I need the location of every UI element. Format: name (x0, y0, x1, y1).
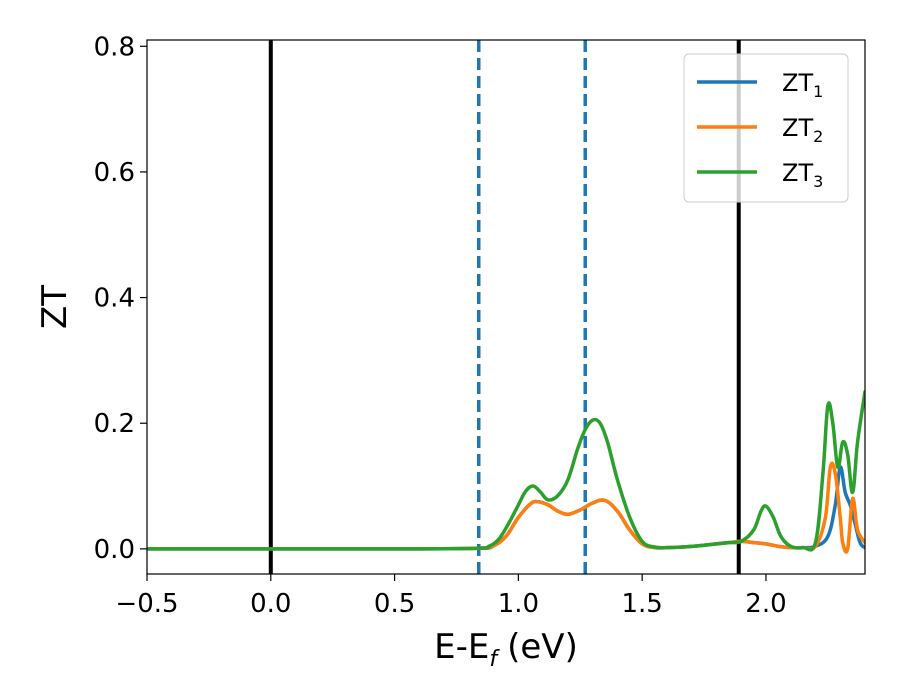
x-tick-label: −0.5 (115, 589, 178, 619)
plot-frame (146, 39, 866, 575)
legend-label-zt2: ZT2 (782, 114, 823, 146)
series-line-zt2 (147, 461, 865, 554)
x-tick-label: 1.5 (621, 589, 662, 619)
legend-label-zt3: ZT3 (782, 159, 823, 191)
x-tick-label: 0.5 (374, 589, 415, 619)
axes: −0.5 0.0 0.5 1.0 1.5 2.0 0.0 0.2 0.4 0.6 0.8 (94, 32, 787, 619)
y-axis-label: ZT (35, 285, 75, 329)
y-tick-label: 0.6 (94, 158, 135, 188)
y-tick-label: 0.8 (94, 32, 135, 62)
y-tick-label: 0.4 (94, 284, 135, 314)
x-axis-label-sub: f (489, 647, 500, 672)
x-tick-label: 1.0 (498, 589, 539, 619)
legend: ZT1 ZT2 ZT3 (683, 53, 849, 203)
y-tick-label: 0.2 (94, 409, 135, 439)
x-axis-label: E-Ef (eV) (434, 627, 578, 672)
y-tick-label: 0.0 (94, 535, 135, 565)
series-line-zt3 (147, 390, 865, 552)
x-tick-label: 0.0 (250, 589, 291, 619)
legend-label-zt1: ZT1 (782, 69, 823, 101)
x-axis-label-main: E-E (434, 627, 489, 667)
legend-box (683, 53, 849, 203)
x-axis-label-unit: (eV) (507, 627, 578, 667)
x-tick-label: 2.0 (745, 589, 786, 619)
